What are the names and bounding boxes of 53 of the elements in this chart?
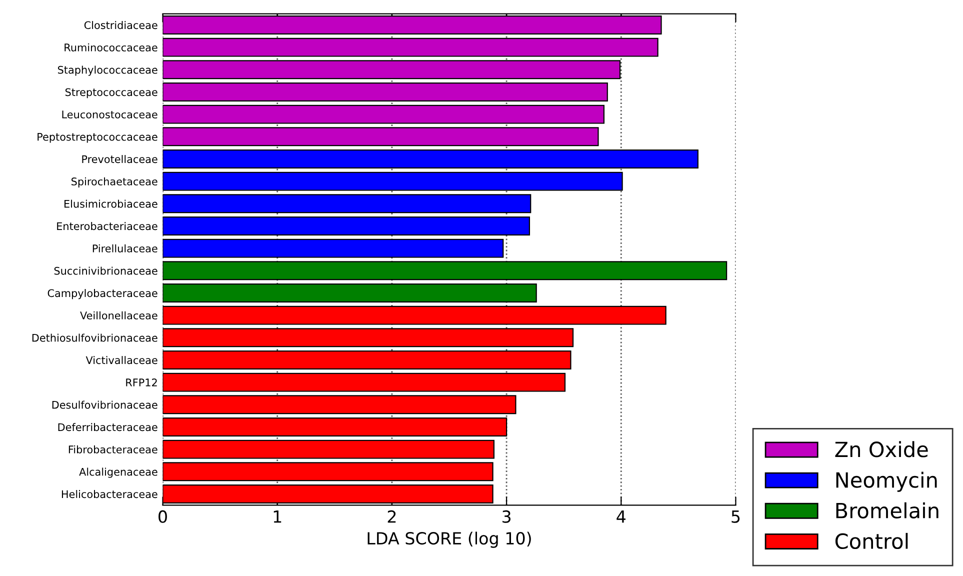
bar bbox=[162, 284, 537, 302]
x-tick-label: 4 bbox=[616, 510, 626, 523]
y-tick-label: Staphylococcaceae bbox=[58, 66, 158, 76]
y-tick-label: Desulfovibrionaceae bbox=[52, 400, 158, 409]
x-tick-label: 1 bbox=[274, 510, 282, 523]
y-tick-label: Alcaligenaceae bbox=[79, 468, 158, 478]
y-tick-label: Pirellulaceae bbox=[92, 244, 158, 252]
legend-label: Neomycin bbox=[836, 472, 937, 492]
bar bbox=[162, 462, 494, 482]
x-tick-label: 5 bbox=[732, 510, 740, 523]
bar bbox=[162, 261, 728, 280]
y-tick-label: Spirochaetaceae bbox=[72, 177, 158, 188]
y-tick-label: Streptococcaceae bbox=[65, 88, 158, 98]
y-tick-label: Prevotellaceae bbox=[82, 155, 158, 164]
y-tick-label: Helicobacteraceae bbox=[62, 490, 158, 498]
y-tick-label: Ruminococcaceae bbox=[64, 43, 158, 52]
y-tick-label: Campylobacteraceae bbox=[48, 289, 158, 300]
y-tick-label: Leuconostocaceae bbox=[62, 110, 158, 118]
bar bbox=[162, 172, 623, 191]
bar bbox=[162, 127, 599, 146]
bar bbox=[162, 82, 608, 102]
y-tick-label: Elusimicrobiaceae bbox=[64, 200, 158, 208]
y-tick-label: Dethiosulfovibrionaceae bbox=[32, 334, 158, 342]
y-tick-label: Clostridiaceae bbox=[84, 21, 158, 30]
y-tick-label: Fibrobacteraceae bbox=[68, 445, 158, 454]
bar bbox=[162, 395, 516, 414]
bar bbox=[162, 194, 532, 214]
x-tick-label: 0 bbox=[158, 510, 167, 523]
bar bbox=[162, 60, 621, 80]
legend-label: Control bbox=[835, 532, 908, 550]
x-tick-label: 2 bbox=[388, 510, 396, 523]
y-tick-label: Deferribacteraceae bbox=[58, 423, 158, 432]
bar bbox=[162, 372, 566, 392]
bar bbox=[162, 38, 658, 57]
bar bbox=[162, 306, 666, 325]
legend-label: Zn Oxide bbox=[835, 441, 928, 458]
y-tick-label: Enterobacteriaceae bbox=[57, 222, 158, 230]
bar bbox=[162, 418, 508, 436]
bar bbox=[162, 440, 494, 459]
bar bbox=[162, 150, 698, 168]
y-tick-label: Succinivibrionaceae bbox=[54, 266, 158, 275]
bar bbox=[162, 216, 530, 236]
bar bbox=[162, 104, 604, 124]
y-tick-label: Victivallaceae bbox=[86, 356, 158, 364]
bar bbox=[162, 238, 504, 258]
y-tick-label: RFP12 bbox=[126, 378, 157, 386]
legend-label: Bromelain bbox=[836, 502, 938, 518]
y-tick-label: Veillonellaceae bbox=[80, 311, 158, 320]
bar bbox=[162, 350, 572, 370]
y-tick-label: Peptostreptococcaceae bbox=[38, 133, 158, 143]
x-axis-title: LDA SCORE (log 10) bbox=[368, 532, 531, 548]
x-tick-label: 3 bbox=[502, 510, 511, 523]
bar bbox=[162, 328, 574, 348]
